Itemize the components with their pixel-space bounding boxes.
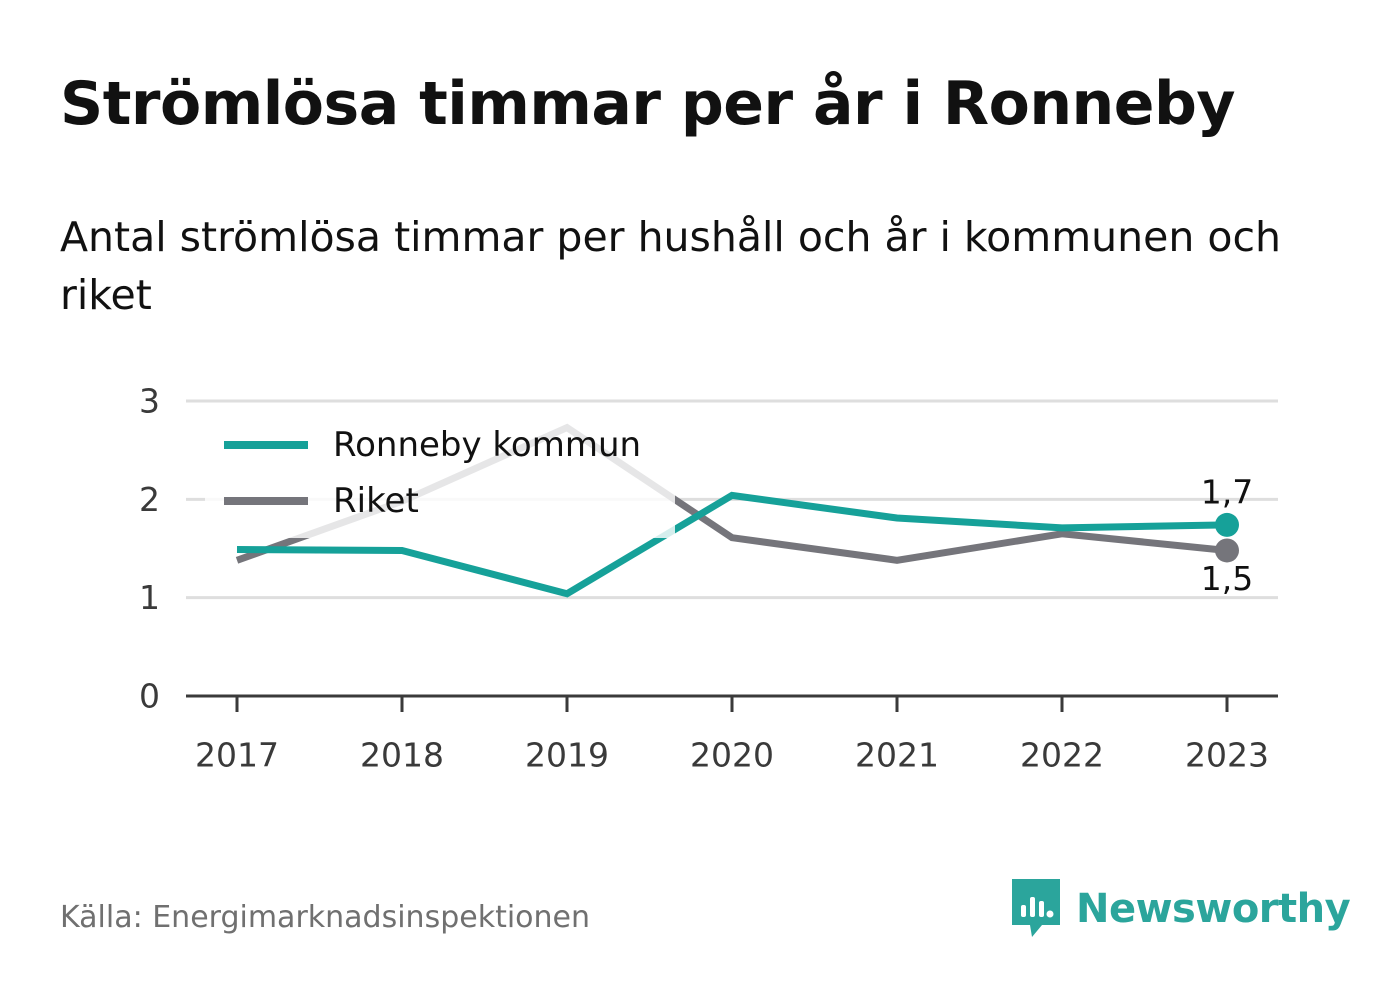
chart-subtitle: Antal strömlösa timmar per hushåll och å… — [60, 213, 1281, 319]
x-tick-label: 2020 — [690, 736, 774, 775]
x-axis: 2017 2018 2019 2020 2021 2022 2023 — [186, 694, 1278, 775]
end-value-labels: 1,7 1,5 — [1201, 472, 1253, 598]
end-value-label: 1,5 — [1201, 559, 1253, 598]
brand-logo: Newsworthy — [1008, 877, 1351, 941]
y-tick-label: 2 — [139, 480, 160, 519]
series-end-point — [1215, 512, 1239, 537]
x-tick-label: 2023 — [1185, 736, 1269, 775]
series-line — [236, 491, 1228, 598]
legend-backdrop — [205, 414, 675, 538]
legend-label: Ronneby kommun — [333, 425, 641, 465]
series-end-point — [1215, 538, 1239, 563]
brand-name: Newsworthy — [1076, 886, 1351, 932]
y-axis-tick-labels: 0 1 2 3 — [139, 382, 160, 716]
source-note: Källa: Energimarknadsinspektionen — [60, 900, 591, 935]
x-tick-label: 2021 — [855, 736, 939, 775]
y-tick-label: 0 — [139, 677, 160, 716]
x-tick-label: 2017 — [195, 736, 279, 775]
x-tick-label: 2018 — [360, 736, 444, 775]
chart-title: Strömlösa timmar per år i Ronneby — [60, 69, 1236, 139]
end-value-label: 1,7 — [1201, 472, 1253, 511]
y-tick-label: 1 — [139, 578, 160, 617]
newsworthy-logo-icon — [1012, 879, 1060, 937]
x-tick-label: 2019 — [525, 736, 609, 775]
x-tick-label: 2022 — [1020, 736, 1104, 775]
legend-label: Riket — [333, 481, 419, 521]
y-tick-label: 3 — [139, 382, 160, 421]
legend: Ronneby kommun Riket — [205, 414, 675, 538]
